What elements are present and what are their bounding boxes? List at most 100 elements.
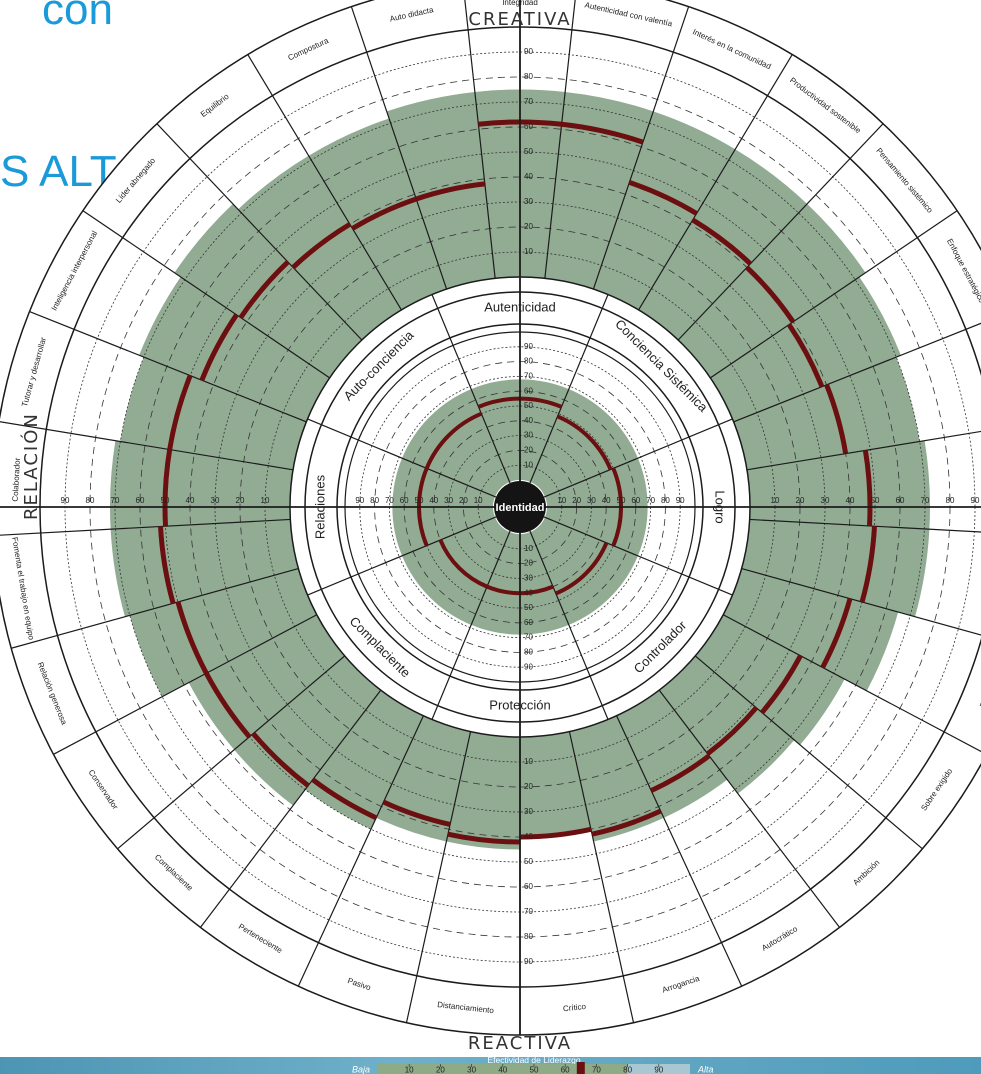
inner-spoke [529,530,609,720]
tick-label: 50 [524,401,533,410]
tick-label: 20 [236,496,245,505]
effectiveness-tick-label: 20 [436,1066,445,1074]
outer-score-arc [311,777,378,821]
inner-spoke [307,418,497,498]
effectiveness-tick-label: 30 [467,1066,476,1074]
tick-label: 80 [86,496,95,505]
tick-label: 70 [111,496,120,505]
inner-spoke [529,294,609,484]
tick-label: 40 [524,172,533,181]
inner-band [530,389,638,497]
tick-label: 30 [524,807,533,816]
effectiveness-tick-label: 80 [623,1066,632,1074]
tick-label: 40 [602,496,611,505]
outer-score-arc [382,799,451,827]
outer-band [659,655,795,794]
outer-spoke [710,210,958,379]
outer-spoke [544,0,576,279]
tick-label: 40 [524,416,533,425]
tick-label: 60 [524,618,533,627]
tick-label: 20 [524,559,533,568]
tick-label: 80 [524,72,533,81]
axis-label-top: CREATIVA [468,9,572,30]
inner-spoke [431,294,511,484]
tick-label: 20 [572,496,581,505]
tick-label: 90 [676,496,685,505]
effectiveness-tick-label: 40 [498,1066,507,1074]
outer-spoke [677,123,884,341]
tick-label: 40 [429,496,438,505]
tick-label: 90 [524,662,533,671]
effectiveness-bar: Efectividad de Liderazgo 10 20 30 40 50 60 70 80… [0,1057,981,1074]
outer-score-arc [820,597,853,669]
outer-spoke [82,210,330,379]
tick-label: 20 [524,446,533,455]
outer-spoke [694,655,923,850]
tick-label: 10 [557,496,566,505]
outer-spoke [247,54,402,311]
outer-score-arc [561,121,644,145]
tick-label: 30 [524,197,533,206]
outer-spoke [749,518,981,533]
outer-score-arc [691,217,753,266]
outer-score-arc [447,831,521,845]
tick-label: 50 [871,496,880,505]
tick-label: 80 [370,496,379,505]
tick-label: 90 [524,957,533,966]
outer-score-arc [786,323,825,388]
tick-label: 80 [946,496,955,505]
tick-label: 80 [661,496,670,505]
outer-band [544,91,654,290]
outer-score-arc [591,808,662,837]
outer-band [110,519,299,617]
effectiveness-band [378,1064,628,1074]
outer-band [723,568,899,691]
outer-score-arc [238,260,290,320]
tick-label: 10 [524,544,533,553]
outer-score-arc [251,731,310,788]
outer-score-arc [158,526,176,604]
tick-label: 90 [524,342,533,351]
effectiveness-high-label: Alta [697,1065,714,1074]
tick-label: 50 [617,496,626,505]
tick-label: 30 [211,496,220,505]
outer-band [741,519,930,617]
tick-label: 70 [385,496,394,505]
tick-label: 30 [524,574,533,583]
tick-label: 20 [459,496,468,505]
outer-score-arc [175,601,209,675]
tick-label: 80 [524,357,533,366]
headline-line-1: con [42,0,113,34]
tick-label: 70 [524,372,533,381]
outer-band [129,568,317,697]
tick-label: 90 [971,496,980,505]
tick-label: 70 [646,496,655,505]
effectiveness-marker [576,1062,585,1074]
tick-label: 60 [524,122,533,131]
outer-spoke [53,614,318,755]
effectiveness-tick-label: 70 [592,1066,601,1074]
outer-score-arc [859,526,877,603]
axis-label-bottom: REACTIVA [467,1033,573,1054]
tick-label: 50 [524,147,533,156]
outer-band [139,276,330,422]
tick-label: 40 [524,832,533,841]
effectiveness-low-label: Baja [352,1065,370,1074]
outer-band [174,203,362,378]
outer-score-arc [760,654,803,715]
tick-label: 60 [524,386,533,395]
outer-score-arc [351,196,418,231]
outer-spoke [0,421,294,471]
inner-score-arc [438,539,488,589]
tick-label: 60 [896,496,905,505]
outer-spoke [350,6,448,290]
outer-score-arc [862,449,873,527]
tick-label: 10 [474,496,483,505]
tick-label: 20 [524,222,533,231]
inner-spoke [543,418,733,498]
outer-band [520,731,591,837]
tick-label: 60 [631,496,640,505]
tick-label: 50 [415,496,424,505]
tick-label: 70 [524,633,533,642]
tick-label: 90 [61,496,70,505]
